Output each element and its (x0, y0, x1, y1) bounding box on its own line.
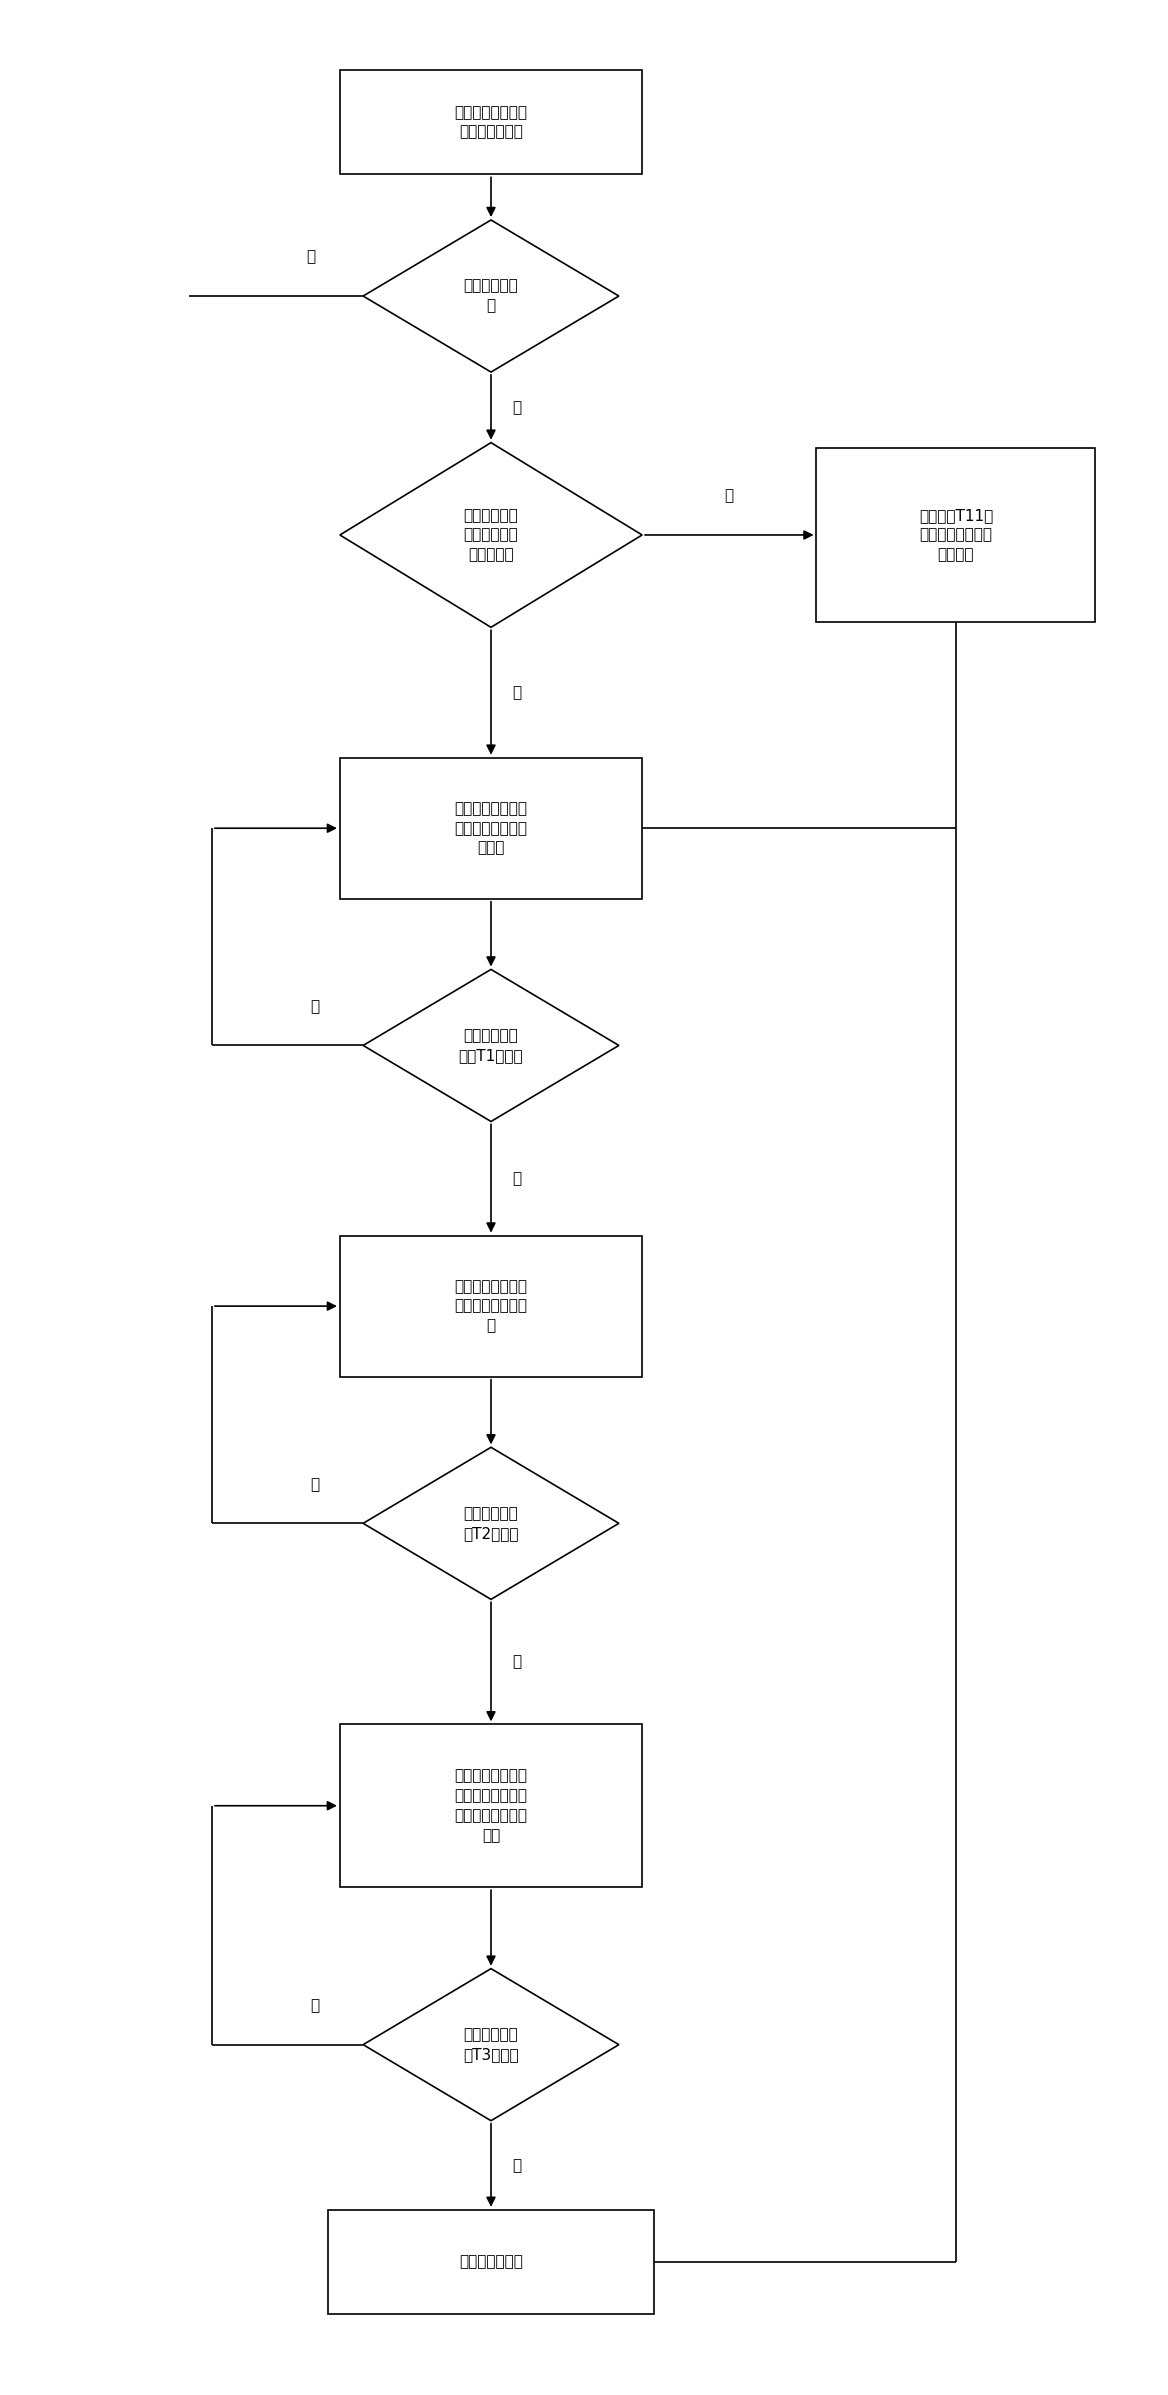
Text: 是: 是 (512, 1171, 521, 1186)
Text: 是否有报警信
号: 是否有报警信 号 (464, 278, 519, 314)
Text: 否: 否 (310, 999, 319, 1013)
Text: 否: 否 (512, 400, 521, 414)
Text: 否: 否 (512, 685, 521, 699)
Bar (328, 2211, 654, 2314)
Text: 凝结水模式执
行至T1时间？: 凝结水模式执 行至T1时间？ (459, 1027, 523, 1063)
Text: 是: 是 (512, 1655, 521, 1669)
Polygon shape (363, 970, 619, 1121)
Polygon shape (363, 1447, 619, 1600)
Text: 执行凝结水模式，
以使换热器表面凝
结成水: 执行凝结水模式， 以使换热器表面凝 结成水 (454, 800, 528, 855)
Text: 一个或多个室内机
接收自清洁指令: 一个或多个室内机 接收自清洁指令 (454, 105, 528, 139)
Text: 自清洁模式退出: 自清洁模式退出 (459, 2254, 523, 2270)
Text: 否: 否 (310, 1997, 319, 2014)
Bar (340, 69, 642, 175)
Text: 该室内机与其
他室内机是否
有模式冲突: 该室内机与其 他室内机是否 有模式冲突 (464, 508, 519, 563)
Text: 执行化冰模式，以
通过除冰和除霜带
走换热器表面粉尘
颗粒: 执行化冰模式，以 通过除冰和除霜带 走换热器表面粉尘 颗粒 (454, 1768, 528, 1842)
Polygon shape (340, 443, 642, 627)
Bar (340, 1236, 642, 1377)
Text: 是: 是 (724, 489, 734, 503)
Text: 执行结冰模式，以
使换热器结霜和结
冰: 执行结冰模式，以 使换热器结霜和结 冰 (454, 1279, 528, 1334)
Text: 送风运行T11分
钟，使换热器处于
干燥状态: 送风运行T11分 钟，使换热器处于 干燥状态 (919, 508, 993, 563)
Text: 化冰模式执行
至T3时间？: 化冰模式执行 至T3时间？ (464, 2026, 519, 2062)
Bar (340, 757, 642, 898)
Text: 否: 否 (310, 1478, 319, 1492)
Text: 结冰模式执行
至T2时间？: 结冰模式执行 至T2时间？ (464, 1506, 519, 1540)
Text: 是: 是 (306, 249, 315, 263)
Bar (816, 448, 1096, 623)
Bar (340, 1724, 642, 1887)
Polygon shape (363, 220, 619, 371)
Text: 是: 是 (512, 2158, 521, 2172)
Polygon shape (363, 1969, 619, 2120)
